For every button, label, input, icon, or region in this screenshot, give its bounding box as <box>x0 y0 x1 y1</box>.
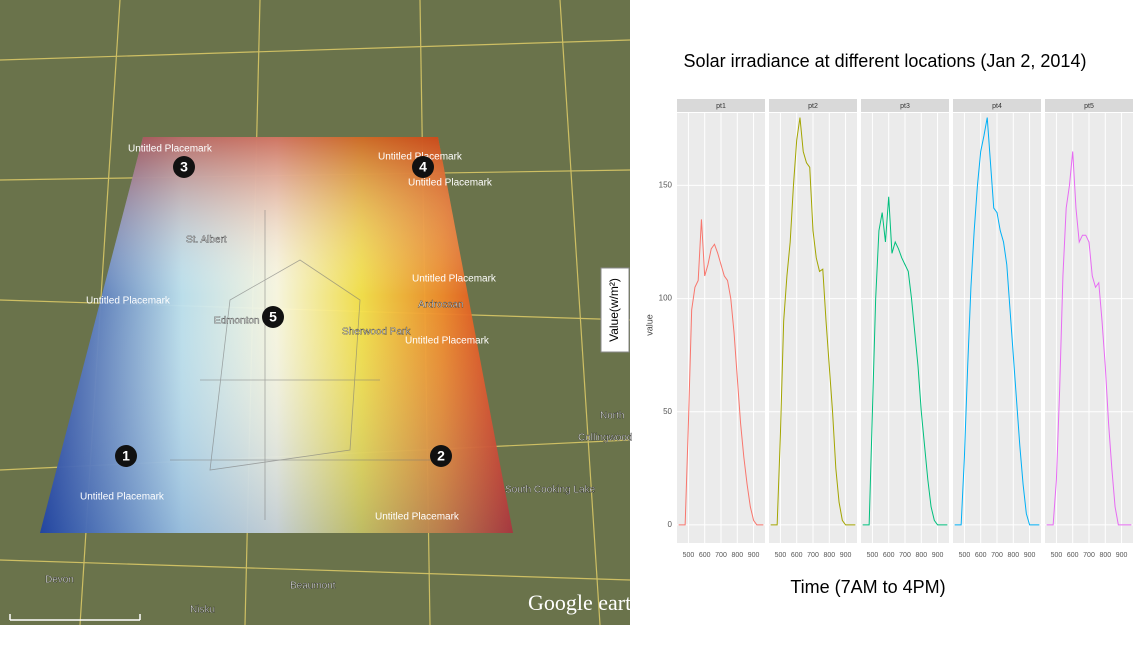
x-tick-label: 500 <box>683 552 695 559</box>
chart: Solar irradiance at different locations … <box>601 51 1133 597</box>
x-tick-label: 700 <box>899 552 911 559</box>
place-label: Nisku <box>190 605 215 616</box>
x-tick-label: 500 <box>959 552 971 559</box>
x-tick-label: 900 <box>840 552 852 559</box>
place-label: Edmonton <box>214 316 260 327</box>
x-tick-label: 800 <box>1007 552 1019 559</box>
x-tick-label: 600 <box>975 552 987 559</box>
place-label: Devon <box>45 575 74 586</box>
x-tick-label: 800 <box>915 552 927 559</box>
x-tick-label: 900 <box>1024 552 1036 559</box>
x-tick-label: 900 <box>1116 552 1128 559</box>
x-tick-label: 800 <box>731 552 743 559</box>
x-tick-label: 800 <box>1099 552 1111 559</box>
x-tick-label: 700 <box>715 552 727 559</box>
x-tick-label: 700 <box>1083 552 1095 559</box>
placemark-label: Untitled Placemark <box>86 296 171 307</box>
place-label: Sherwood Park <box>342 327 411 338</box>
placemark-label: Untitled Placemark <box>405 336 490 347</box>
facet-label: pt4 <box>992 103 1002 110</box>
place-label: Beaumont <box>290 581 336 592</box>
chart-title: Solar irradiance at different locations … <box>684 51 1087 71</box>
facet-label: pt1 <box>716 103 726 110</box>
x-tick-label: 600 <box>883 552 895 559</box>
place-label: St. Albert <box>186 235 227 246</box>
place-label: Ardrossan <box>418 300 464 311</box>
place-label: Collingwood <box>578 433 632 444</box>
facet-label: pt3 <box>900 103 910 110</box>
x-tick-label: 700 <box>807 552 819 559</box>
placemark-label: Untitled Placemark <box>408 178 493 189</box>
y-tick-label: 100 <box>659 294 673 303</box>
marker-number: 1 <box>122 448 130 464</box>
x-tick-label: 500 <box>867 552 879 559</box>
x-tick-label: 800 <box>823 552 835 559</box>
place-label: North <box>600 411 624 422</box>
marker-number: 2 <box>437 448 445 464</box>
y-tick-label: 0 <box>668 520 673 529</box>
placemark-label: Untitled Placemark <box>412 274 497 285</box>
y-tick-label: 150 <box>659 181 673 190</box>
y-axis-label: value <box>644 314 654 336</box>
map: Untitled Placemark Untitled Placemark Un… <box>0 0 642 625</box>
placemark-label: Untitled Placemark <box>128 144 213 155</box>
placemark-label: Untitled Placemark <box>80 492 165 503</box>
marker-number: 3 <box>180 159 188 175</box>
side-label: Value(w/m²) <box>607 278 621 342</box>
x-tick-label: 900 <box>932 552 944 559</box>
facet-label: pt5 <box>1084 103 1094 110</box>
x-tick-label: 500 <box>775 552 787 559</box>
marker-number: 4 <box>419 159 427 175</box>
marker-number: 5 <box>269 309 277 325</box>
x-tick-label: 500 <box>1051 552 1063 559</box>
x-tick-label: 700 <box>991 552 1003 559</box>
x-tick-label: 600 <box>791 552 803 559</box>
x-tick-label: 600 <box>1067 552 1079 559</box>
facet-label: pt2 <box>808 103 818 110</box>
x-tick-label: 600 <box>699 552 711 559</box>
page: Untitled Placemark Untitled Placemark Un… <box>0 0 1135 646</box>
place-label: South Cooking Lake <box>505 485 596 496</box>
x-axis-label: Time (7AM to 4PM) <box>790 577 945 597</box>
placemark-label: Untitled Placemark <box>375 512 460 523</box>
x-tick-label: 900 <box>748 552 760 559</box>
brand: Google earth <box>528 590 642 615</box>
y-tick-label: 50 <box>663 407 672 416</box>
